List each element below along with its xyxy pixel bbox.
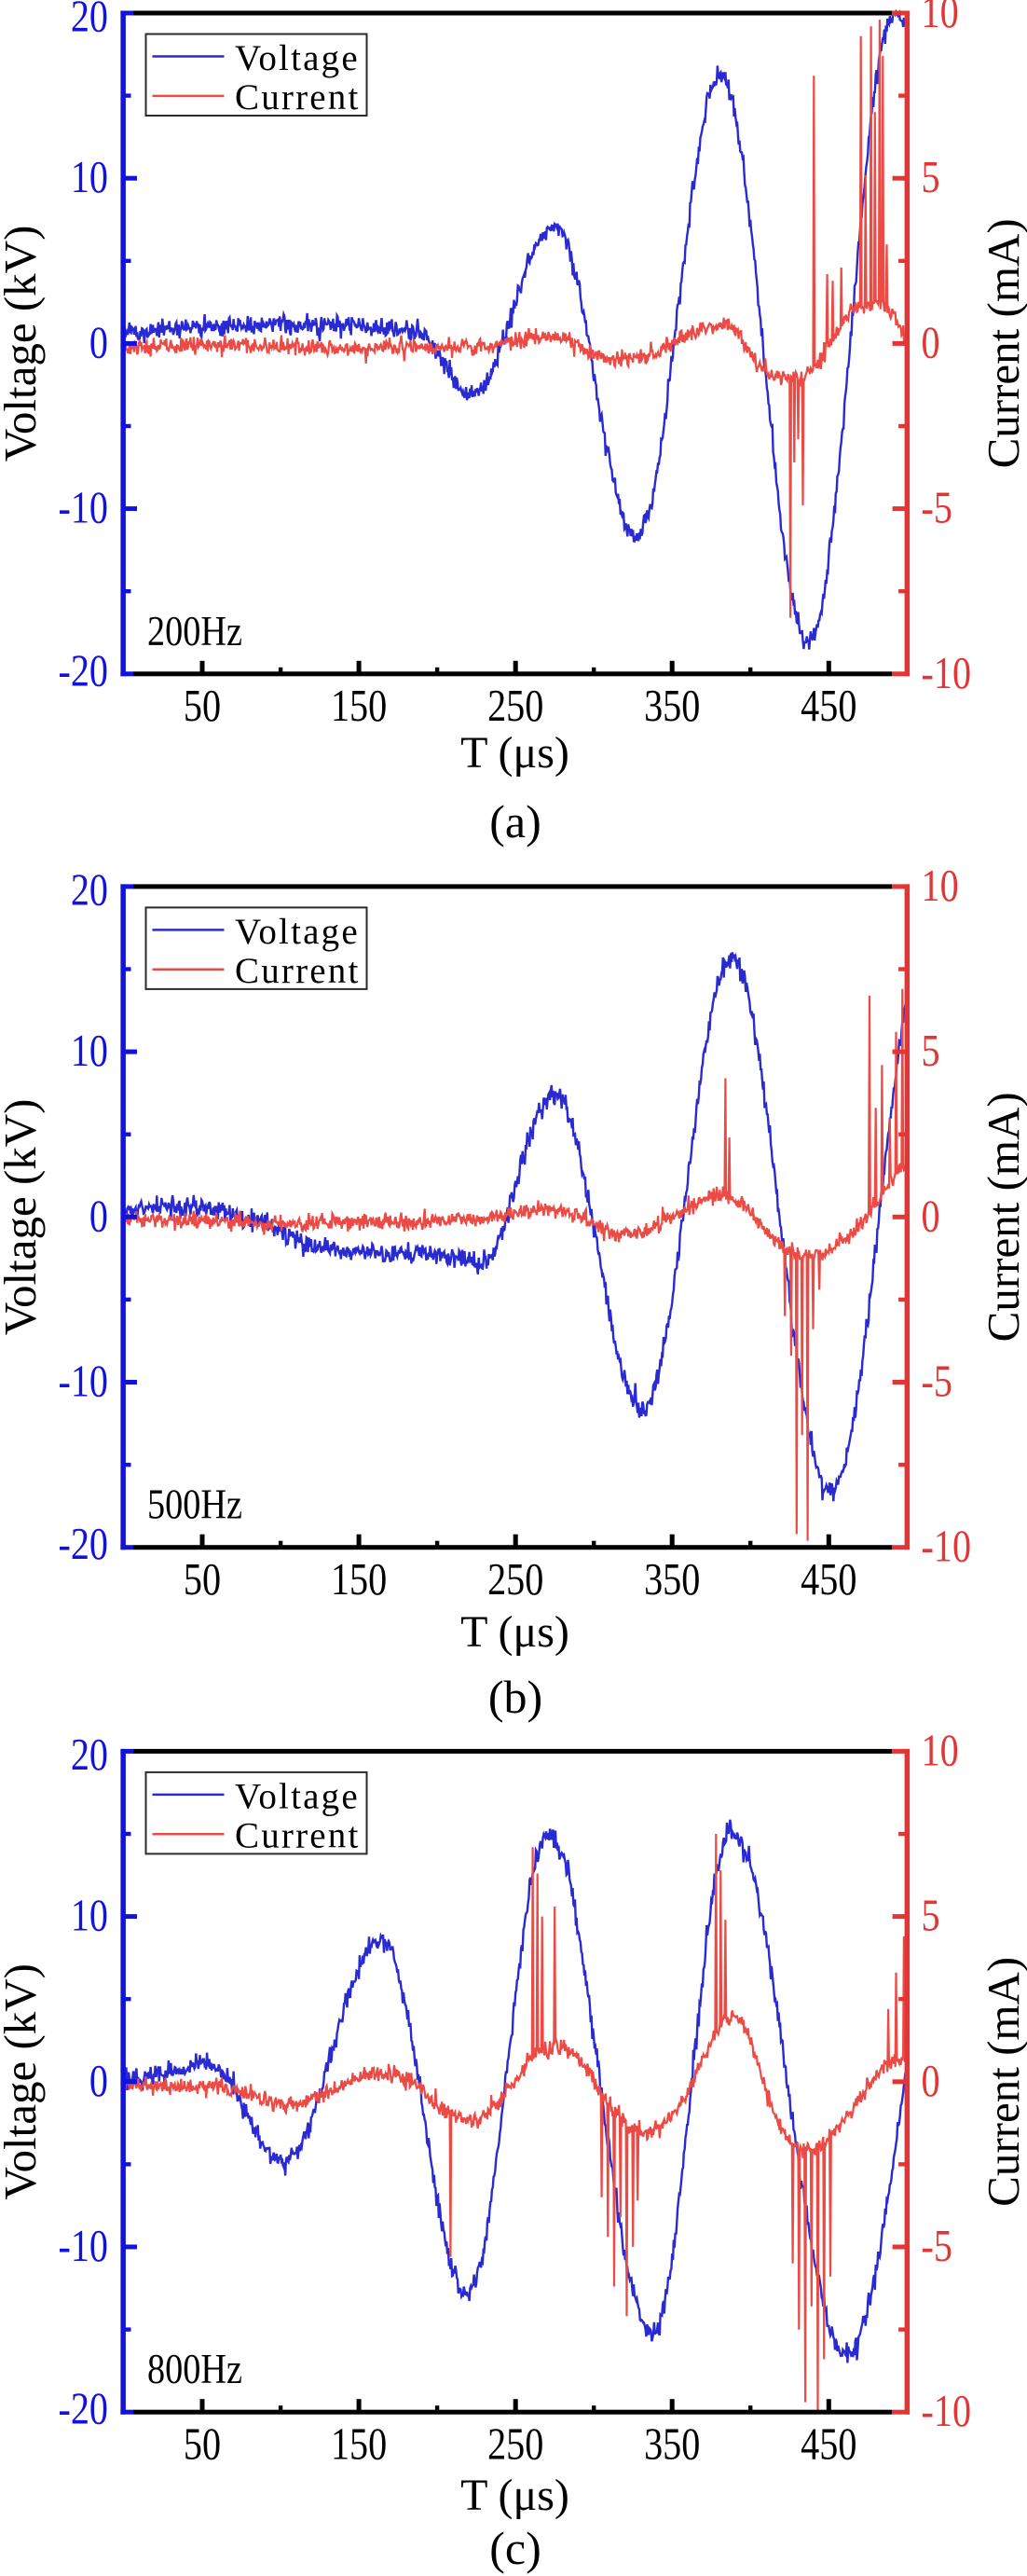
svg-text:350: 350 xyxy=(644,680,700,731)
svg-text:5: 5 xyxy=(922,151,940,202)
svg-text:Voltage (kV): Voltage (kV) xyxy=(0,226,46,462)
svg-text:Current (mA): Current (mA) xyxy=(978,218,1027,468)
svg-text:500Hz: 500Hz xyxy=(147,1482,242,1529)
svg-text:-10: -10 xyxy=(58,1356,108,1407)
svg-text:0: 0 xyxy=(922,317,940,368)
svg-text:50: 50 xyxy=(184,2418,221,2470)
svg-text:T (μs): T (μs) xyxy=(460,1607,569,1657)
svg-text:T (μs): T (μs) xyxy=(460,2471,569,2520)
svg-text:-10: -10 xyxy=(922,2385,972,2436)
svg-text:0: 0 xyxy=(922,1191,940,1242)
svg-text:20: 20 xyxy=(71,0,108,41)
svg-text:50: 50 xyxy=(184,1553,221,1605)
svg-text:-20: -20 xyxy=(58,1518,108,1569)
svg-text:-10: -10 xyxy=(922,647,972,698)
svg-text:Voltage (kV): Voltage (kV) xyxy=(0,1099,46,1336)
svg-text:Current: Current xyxy=(235,1815,361,1855)
svg-text:250: 250 xyxy=(487,680,543,731)
svg-text:20: 20 xyxy=(71,1729,108,1780)
svg-text:350: 350 xyxy=(644,1553,700,1605)
svg-text:-5: -5 xyxy=(922,1356,952,1407)
svg-text:(b): (b) xyxy=(488,1671,542,1723)
svg-text:10: 10 xyxy=(922,1725,959,1776)
svg-text:-10: -10 xyxy=(58,482,108,533)
svg-text:150: 150 xyxy=(331,2418,387,2470)
svg-text:-5: -5 xyxy=(922,2220,952,2271)
svg-text:350: 350 xyxy=(644,2418,700,2470)
svg-text:0: 0 xyxy=(89,317,108,368)
svg-text:Current: Current xyxy=(235,77,361,117)
svg-text:Voltage (kV): Voltage (kV) xyxy=(0,1963,46,2200)
svg-text:-20: -20 xyxy=(58,645,108,696)
svg-text:5: 5 xyxy=(922,1890,940,1941)
svg-text:Current (mA): Current (mA) xyxy=(978,1957,1027,2207)
svg-text:450: 450 xyxy=(801,1553,856,1605)
svg-text:Voltage: Voltage xyxy=(235,912,360,952)
svg-text:20: 20 xyxy=(71,864,108,916)
svg-text:150: 150 xyxy=(331,1553,387,1605)
svg-text:0: 0 xyxy=(89,1191,108,1242)
svg-text:-10: -10 xyxy=(922,1521,972,1572)
svg-text:Voltage: Voltage xyxy=(235,38,360,78)
svg-text:Current (mA): Current (mA) xyxy=(978,1092,1027,1342)
svg-text:250: 250 xyxy=(487,1553,543,1605)
svg-text:10: 10 xyxy=(71,1025,108,1076)
svg-text:10: 10 xyxy=(922,0,959,37)
svg-text:150: 150 xyxy=(331,680,387,731)
svg-text:200Hz: 200Hz xyxy=(147,609,242,655)
svg-text:Current: Current xyxy=(235,951,361,991)
svg-text:-20: -20 xyxy=(58,2383,108,2434)
svg-text:0: 0 xyxy=(922,2055,940,2106)
svg-text:450: 450 xyxy=(801,2418,856,2470)
svg-text:(a): (a) xyxy=(489,795,541,847)
svg-text:800Hz: 800Hz xyxy=(147,2347,242,2393)
svg-text:5: 5 xyxy=(922,1025,940,1076)
svg-text:50: 50 xyxy=(184,680,221,731)
svg-text:10: 10 xyxy=(71,1890,108,1941)
svg-text:-5: -5 xyxy=(922,482,952,533)
svg-text:Voltage: Voltage xyxy=(235,1776,360,1816)
svg-text:0: 0 xyxy=(89,2055,108,2106)
svg-text:-10: -10 xyxy=(58,2220,108,2271)
svg-text:10: 10 xyxy=(71,151,108,202)
svg-text:450: 450 xyxy=(801,680,856,731)
svg-text:T (μs): T (μs) xyxy=(460,728,569,778)
svg-text:10: 10 xyxy=(922,860,959,911)
svg-text:250: 250 xyxy=(487,2418,543,2470)
svg-text:(c): (c) xyxy=(489,2522,541,2574)
